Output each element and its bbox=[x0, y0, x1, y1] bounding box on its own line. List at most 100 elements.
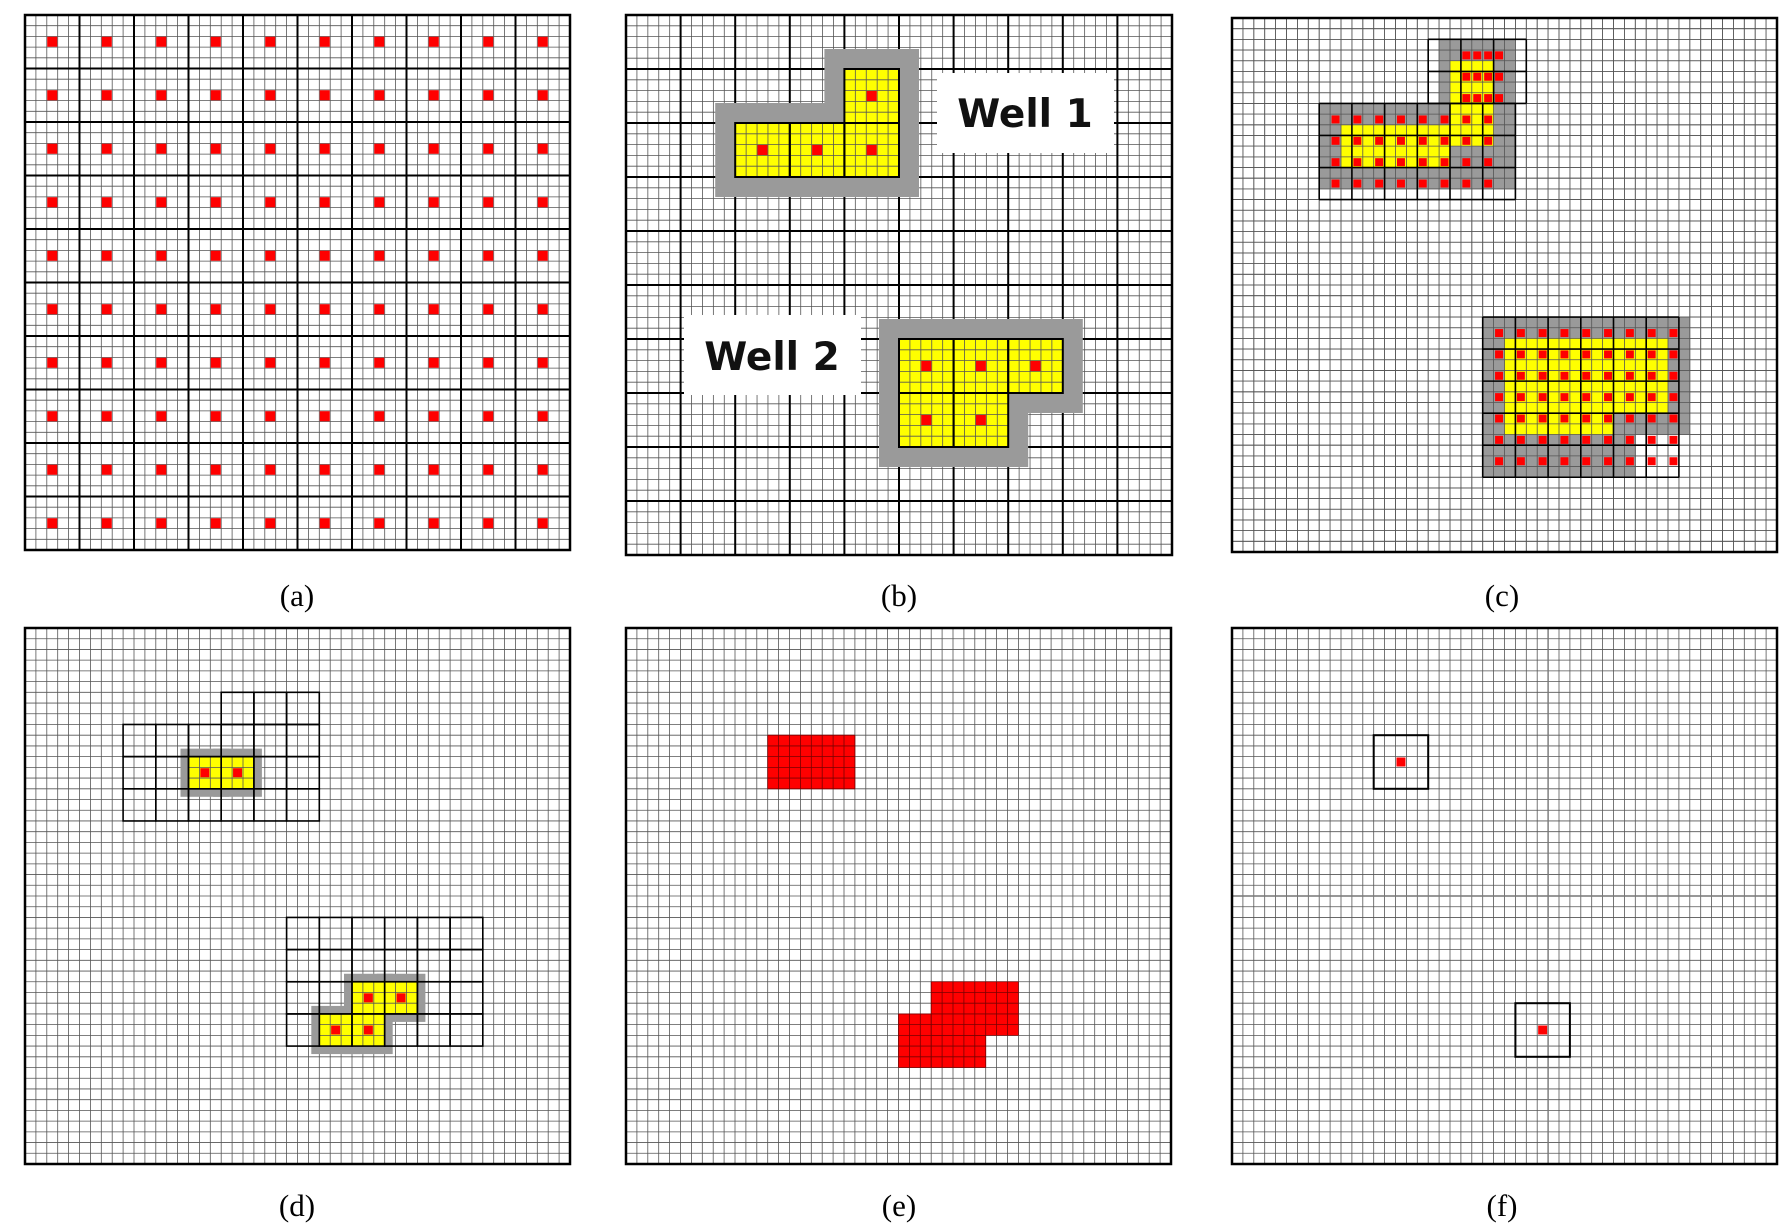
red-marker bbox=[101, 143, 112, 154]
coarse-cell-outline bbox=[253, 691, 288, 726]
red-marker bbox=[210, 411, 221, 422]
red-marker bbox=[1604, 350, 1613, 359]
red-marker bbox=[101, 197, 112, 208]
red-marker bbox=[1625, 457, 1634, 466]
red-marker bbox=[483, 250, 494, 261]
red-marker bbox=[1538, 457, 1547, 466]
red-marker bbox=[1440, 115, 1449, 124]
red-marker bbox=[483, 411, 494, 422]
red-marker bbox=[265, 357, 276, 368]
red-marker bbox=[1582, 329, 1591, 338]
red-marker bbox=[319, 357, 330, 368]
red-marker bbox=[1495, 371, 1504, 380]
red-marker bbox=[319, 304, 330, 315]
coarse-cell-outline bbox=[318, 916, 353, 951]
red-marker bbox=[1473, 51, 1482, 60]
red-marker bbox=[1516, 350, 1525, 359]
red-marker bbox=[1604, 393, 1613, 402]
red-marker bbox=[1647, 329, 1656, 338]
red-marker bbox=[47, 304, 58, 315]
red-marker bbox=[1462, 51, 1471, 60]
well-cell-border bbox=[843, 122, 900, 178]
red-marker bbox=[537, 36, 548, 47]
red-marker bbox=[537, 304, 548, 315]
red-marker bbox=[47, 464, 58, 475]
red-marker bbox=[1560, 393, 1569, 402]
well-1-label-box bbox=[937, 73, 1114, 153]
red-marker bbox=[1560, 414, 1569, 423]
red-marker bbox=[1396, 158, 1405, 167]
red-marker bbox=[210, 304, 221, 315]
coarse-cell-outline bbox=[122, 755, 157, 790]
red-marker bbox=[921, 415, 932, 425]
caption-b: (b) bbox=[880, 578, 918, 613]
red-marker bbox=[1353, 115, 1362, 124]
red-marker bbox=[1418, 158, 1427, 167]
red-marker bbox=[1484, 72, 1493, 81]
red-marker bbox=[374, 357, 385, 368]
red-marker bbox=[483, 304, 494, 315]
caption-f: (f) bbox=[1486, 1188, 1518, 1223]
red-marker bbox=[47, 411, 58, 422]
red-marker bbox=[1495, 329, 1504, 338]
red-marker bbox=[537, 411, 548, 422]
red-marker bbox=[1625, 371, 1634, 380]
red-marker bbox=[1604, 329, 1613, 338]
red-marker bbox=[1625, 435, 1634, 444]
caption-c: (c) bbox=[1484, 578, 1520, 613]
red-marker bbox=[1375, 136, 1384, 145]
red-marker bbox=[101, 250, 112, 261]
red-marker bbox=[1560, 350, 1569, 359]
red-marker bbox=[210, 90, 221, 101]
panel-frame bbox=[1230, 16, 1779, 554]
red-marker bbox=[210, 143, 221, 154]
panel-frame bbox=[23, 13, 572, 552]
red-marker bbox=[374, 464, 385, 475]
red-marker bbox=[1396, 179, 1405, 188]
red-marker bbox=[156, 357, 167, 368]
red-marker bbox=[1030, 361, 1041, 371]
red-marker bbox=[537, 464, 548, 475]
well-1-label: Well 1 bbox=[957, 92, 1093, 137]
coarse-cell-outline bbox=[285, 755, 321, 790]
red-marker bbox=[374, 250, 385, 261]
red-marker bbox=[1495, 414, 1504, 423]
red-marker bbox=[1440, 136, 1449, 145]
coarse-cell-outline bbox=[285, 916, 321, 951]
red-marker bbox=[1538, 1025, 1548, 1035]
caption-e: (e) bbox=[881, 1188, 917, 1223]
panel-frame bbox=[624, 626, 1173, 1166]
red-marker bbox=[1484, 115, 1493, 124]
panel-c bbox=[1230, 16, 1779, 554]
caption-d: (d) bbox=[278, 1188, 316, 1223]
red-marker bbox=[1560, 371, 1569, 380]
red-marker bbox=[265, 143, 276, 154]
red-marker bbox=[156, 411, 167, 422]
red-marker bbox=[1647, 350, 1656, 359]
red-marker bbox=[319, 197, 330, 208]
coarse-cell-outline bbox=[449, 1013, 484, 1047]
red-marker bbox=[1538, 329, 1547, 338]
red-marker bbox=[265, 90, 276, 101]
caption-a: (a) bbox=[279, 578, 315, 613]
red-marker bbox=[265, 250, 276, 261]
red-marker bbox=[537, 143, 548, 154]
red-marker bbox=[101, 518, 112, 529]
panel-b: Well 1 Well 2 bbox=[624, 13, 1174, 557]
red-marker bbox=[1669, 371, 1678, 380]
red-marker bbox=[1484, 179, 1493, 188]
red-marker bbox=[1560, 329, 1569, 338]
red-marker bbox=[1462, 179, 1471, 188]
red-marker bbox=[483, 357, 494, 368]
red-marker bbox=[1625, 393, 1634, 402]
red-marker bbox=[1647, 393, 1656, 402]
red-marker bbox=[101, 357, 112, 368]
red-marker bbox=[1495, 350, 1504, 359]
red-marker bbox=[319, 250, 330, 261]
red-marker bbox=[483, 464, 494, 475]
red-marker bbox=[374, 36, 385, 47]
red-marker bbox=[1473, 94, 1482, 103]
red-marker bbox=[1538, 350, 1547, 359]
red-marker bbox=[1538, 371, 1547, 380]
red-marker bbox=[1560, 435, 1569, 444]
